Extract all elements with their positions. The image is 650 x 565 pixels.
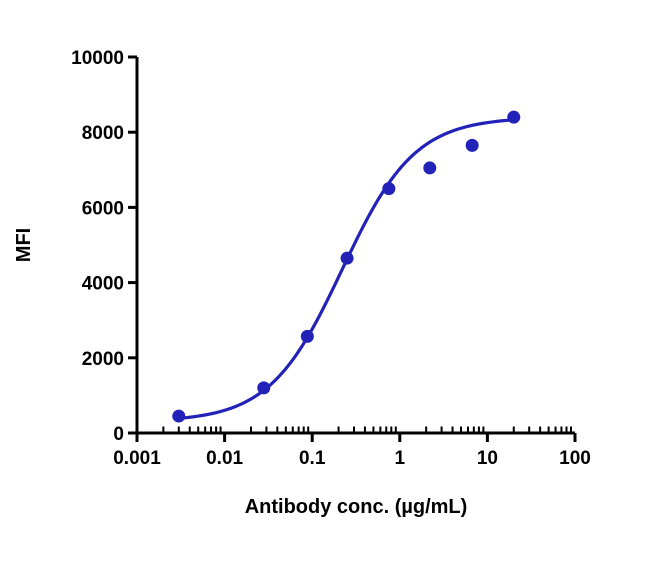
x-tick-label: 1 (395, 448, 406, 469)
y-tick-label: 4000 (82, 274, 124, 295)
x-tick-label: 10 (477, 448, 498, 469)
fit-curve (177, 118, 516, 421)
y-axis-title: MFI (13, 228, 35, 262)
x-axis-title: Antibody conc. (µg/mL) (245, 496, 468, 518)
axis-labels: 0 2000 4000 6000 8000 10000 0.001 0.01 0.1 1 10 100 (71, 48, 591, 469)
data-layer (172, 110, 521, 423)
y-tick-label: 10000 (71, 48, 124, 69)
data-point (257, 381, 271, 395)
data-point (172, 409, 186, 423)
data-point (423, 161, 437, 175)
y-tick-label: 6000 (82, 198, 124, 219)
x-tick-label: 0.01 (206, 448, 243, 469)
axis-ticks (128, 55, 577, 442)
x-tick-label: 0.1 (299, 448, 326, 469)
x-tick-label: 0.001 (113, 448, 161, 469)
data-point (465, 138, 479, 152)
data-point (300, 329, 314, 343)
y-tick-label: 0 (113, 424, 124, 445)
data-point (507, 110, 521, 124)
x-tick-label: 100 (559, 448, 591, 469)
y-tick-label: 8000 (82, 123, 124, 144)
y-tick-label: 2000 (82, 349, 124, 370)
data-point (340, 251, 354, 265)
data-point (382, 182, 396, 196)
